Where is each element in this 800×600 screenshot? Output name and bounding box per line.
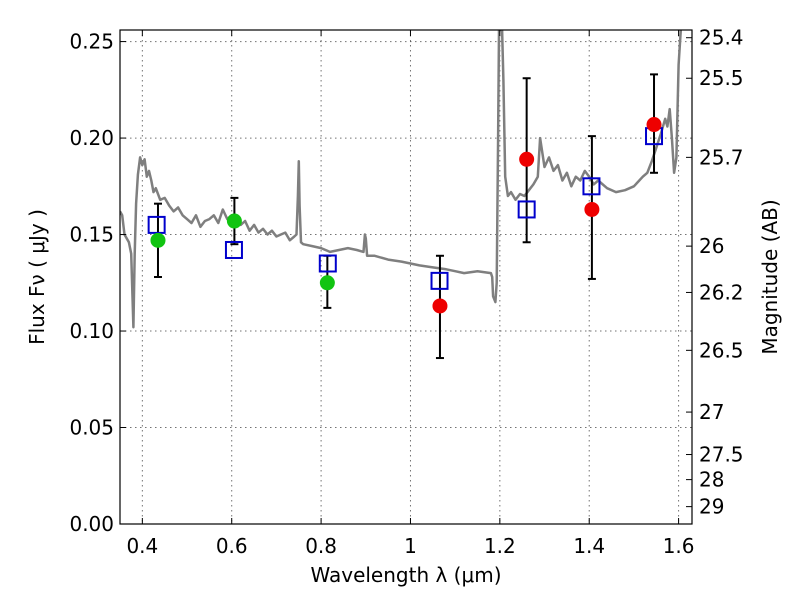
- y-tick-label: 0.00: [69, 512, 114, 536]
- y-tick-label: 0.10: [69, 319, 114, 343]
- observed-point-red: [432, 298, 448, 314]
- y2-tick-label: 25.7: [699, 145, 744, 169]
- observed-point-red: [646, 117, 662, 133]
- observed-point-green: [319, 275, 335, 291]
- model-flux-square: [517, 200, 536, 219]
- x-axis-label: Wavelength λ (μm): [310, 563, 501, 587]
- y2-tick-label: 28: [699, 468, 724, 492]
- model-flux-square: [224, 240, 243, 259]
- y2-tick-label: 26: [699, 234, 724, 258]
- data-marks: [147, 73, 664, 360]
- observed-point-red: [584, 201, 600, 217]
- y-tick-label: 0.25: [69, 30, 114, 54]
- x-tick-label: 1.2: [484, 534, 516, 558]
- spectrum-line: [120, 30, 683, 329]
- plot-area: [120, 30, 683, 329]
- observed-point-green: [150, 232, 166, 248]
- model-flux-square: [318, 254, 337, 273]
- observed-point-red: [519, 151, 535, 167]
- model-flux-square: [430, 271, 449, 290]
- grid-lines: [120, 30, 692, 524]
- x-tick-label: 1: [404, 534, 417, 558]
- y2-tick-label: 25.4: [699, 26, 744, 50]
- plot-frame: [119, 29, 693, 525]
- x-tick-label: 0.6: [216, 534, 248, 558]
- axis-ticks: 0.4 0.6 0.8 1 1.2 1.4 1.6 0.00 0.05 0.10 0.15 0.20 0…: [69, 26, 743, 558]
- y-tick-label: 0.15: [69, 223, 114, 247]
- y2-tick-label: 27.5: [699, 443, 744, 467]
- y-tick-label: 0.20: [69, 126, 114, 150]
- y2-tick-label: 26.2: [699, 280, 744, 304]
- y2-axis-label: Magnitude (AB): [758, 199, 782, 354]
- observed-point-green: [226, 213, 242, 229]
- x-tick-label: 0.8: [305, 534, 337, 558]
- y-tick-label: 0.05: [69, 416, 114, 440]
- x-tick-label: 1.4: [573, 534, 605, 558]
- y2-tick-label: 25.5: [699, 66, 744, 90]
- y2-tick-label: 27: [699, 400, 724, 424]
- y-axis-label: Flux Fν ( μJy ): [25, 209, 49, 345]
- y2-tick-label: 29: [699, 495, 724, 519]
- y2-tick-label: 26.5: [699, 338, 744, 362]
- x-tick-label: 0.4: [126, 534, 158, 558]
- model-flux-square: [147, 215, 166, 234]
- model-flux-square: [582, 177, 601, 196]
- x-tick-label: 1.6: [663, 534, 695, 558]
